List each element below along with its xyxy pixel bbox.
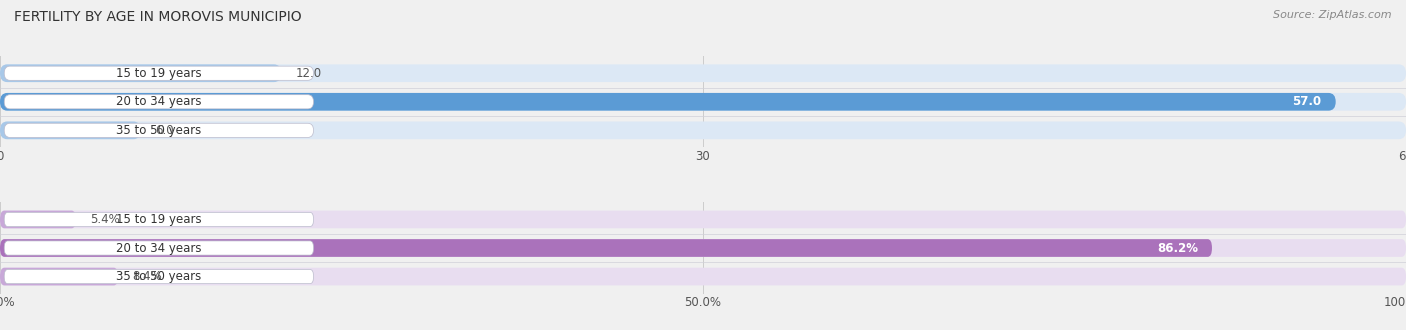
FancyBboxPatch shape <box>4 241 314 255</box>
FancyBboxPatch shape <box>0 239 1406 257</box>
Text: 35 to 50 years: 35 to 50 years <box>117 270 201 283</box>
FancyBboxPatch shape <box>0 93 1336 111</box>
Text: Source: ZipAtlas.com: Source: ZipAtlas.com <box>1274 10 1392 20</box>
FancyBboxPatch shape <box>0 211 1406 228</box>
FancyBboxPatch shape <box>4 123 314 137</box>
Text: 20 to 34 years: 20 to 34 years <box>117 242 201 254</box>
FancyBboxPatch shape <box>0 93 1406 111</box>
Text: 86.2%: 86.2% <box>1157 242 1198 254</box>
Text: 15 to 19 years: 15 to 19 years <box>117 213 201 226</box>
FancyBboxPatch shape <box>0 64 281 82</box>
Text: 20 to 34 years: 20 to 34 years <box>117 95 201 108</box>
FancyBboxPatch shape <box>0 64 1406 82</box>
FancyBboxPatch shape <box>4 270 314 284</box>
Text: 15 to 19 years: 15 to 19 years <box>117 67 201 80</box>
FancyBboxPatch shape <box>0 121 1406 139</box>
Text: FERTILITY BY AGE IN MOROVIS MUNICIPIO: FERTILITY BY AGE IN MOROVIS MUNICIPIO <box>14 10 302 24</box>
Text: 6.0: 6.0 <box>155 124 173 137</box>
FancyBboxPatch shape <box>4 95 314 109</box>
Text: 57.0: 57.0 <box>1292 95 1322 108</box>
FancyBboxPatch shape <box>0 211 76 228</box>
FancyBboxPatch shape <box>4 213 314 226</box>
FancyBboxPatch shape <box>0 121 141 139</box>
FancyBboxPatch shape <box>4 66 314 80</box>
FancyBboxPatch shape <box>0 239 1212 257</box>
Text: 8.4%: 8.4% <box>132 270 162 283</box>
Text: 5.4%: 5.4% <box>90 213 120 226</box>
FancyBboxPatch shape <box>0 268 1406 285</box>
Text: 35 to 50 years: 35 to 50 years <box>117 124 201 137</box>
FancyBboxPatch shape <box>0 268 118 285</box>
Text: 12.0: 12.0 <box>295 67 322 80</box>
